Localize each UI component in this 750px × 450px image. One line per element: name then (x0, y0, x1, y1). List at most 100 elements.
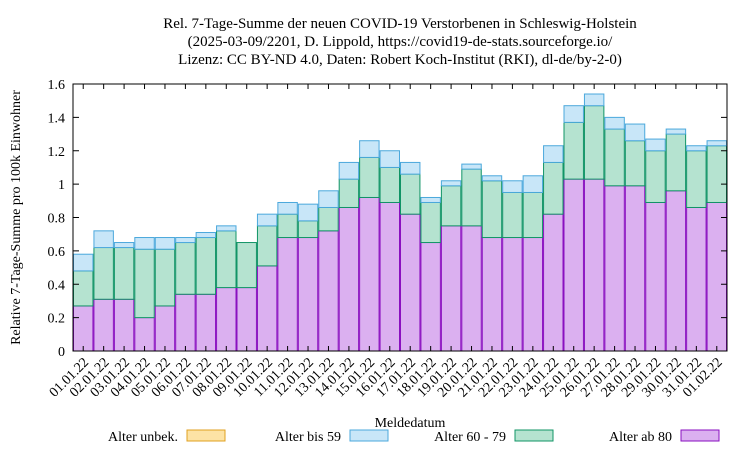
y-tick-label: 1.6 (48, 78, 66, 93)
bar-28.01.22-Alter-60---79 (624, 140, 646, 187)
bar-13.01.22-Alter-60---79 (318, 206, 339, 232)
bar-04.01.22-Alter-60---79 (134, 248, 155, 319)
bar-27.01.22-Alter-60---79 (604, 128, 625, 187)
bar-28.01.22-Alter-bis-59 (624, 123, 646, 142)
y-tick-label: 1.2 (48, 145, 66, 160)
bar-31.01.22-Alter-60---79 (686, 150, 707, 208)
bar-18.01.22-Alter-ab-80 (420, 242, 441, 352)
bar-24.01.22-Alter-bis-59 (543, 145, 564, 163)
bar-31.01.22-Alter-ab-80 (686, 206, 707, 352)
bar-06.01.22-Alter-bis-59 (175, 237, 196, 244)
bar-15.01.22-Alter-ab-80 (359, 196, 380, 352)
bar-26.01.22-Alter-ab-80 (583, 178, 605, 352)
bar-17.01.22-Alter-ab-80 (400, 213, 421, 352)
bar-01.02.22-Alter-ab-80 (706, 201, 727, 352)
bar-20.01.22-Alter-ab-80 (461, 225, 482, 352)
bar-23.01.22-Alter-60---79 (522, 191, 544, 239)
bar-05.01.22-Alter-bis-59 (154, 237, 176, 250)
bar-15.01.22-Alter-60---79 (359, 156, 380, 198)
bar-02.01.22-Alter-bis-59 (93, 230, 114, 249)
bar-10.01.22-Alter-60---79 (256, 225, 278, 267)
bar-01.01.22-Alter-ab-80 (73, 305, 94, 352)
bar-09.01.22-Alter-ab-80 (236, 287, 257, 352)
bar-03.01.22-Alter-ab-80 (113, 298, 135, 352)
bar-07.01.22-Alter-ab-80 (195, 293, 217, 352)
y-tick-label: 0.6 (48, 245, 66, 260)
legend-swatch (349, 429, 389, 442)
bar-30.01.22-Alter-bis-59 (665, 128, 687, 135)
bar-05.01.22-Alter-ab-80 (154, 305, 176, 352)
y-tick-label: 0.2 (48, 312, 66, 327)
bar-13.01.22-Alter-ab-80 (318, 230, 339, 352)
bar-31.01.22-Alter-bis-59 (686, 145, 707, 152)
y-tick-label: 0.4 (48, 278, 66, 293)
bar-07.01.22-Alter-60---79 (195, 237, 217, 295)
bar-26.01.22-Alter-60---79 (583, 105, 605, 180)
bar-19.01.22-Alter-ab-80 (440, 225, 462, 352)
bar-25.01.22-Alter-ab-80 (563, 178, 584, 352)
legend-label: Alter unbek. (108, 430, 178, 445)
bar-07.01.22-Alter-bis-59 (195, 232, 217, 239)
bar-25.01.22-Alter-60---79 (563, 121, 584, 180)
legend-label: Alter ab 80 (609, 430, 672, 445)
y-tick-label: 1 (58, 178, 65, 193)
bar-03.01.22-Alter-bis-59 (113, 242, 135, 249)
bar-21.01.22-Alter-bis-59 (481, 175, 503, 182)
bar-18.01.22-Alter-bis-59 (420, 196, 441, 203)
bar-14.01.22-Alter-ab-80 (338, 206, 360, 352)
bar-26.01.22-Alter-bis-59 (583, 93, 605, 107)
bar-11.01.22-Alter-ab-80 (277, 237, 298, 352)
bar-08.01.22-Alter-ab-80 (216, 287, 237, 352)
chart-title-line-1: Rel. 7-Tage-Summe der neuen COVID-19 Ver… (163, 16, 637, 32)
bar-29.01.22-Alter-60---79 (645, 150, 666, 203)
bar-19.01.22-Alter-bis-59 (440, 180, 462, 187)
bar-04.01.22-Alter-ab-80 (134, 317, 155, 352)
bar-29.01.22-Alter-ab-80 (645, 201, 666, 352)
bar-20.01.22-Alter-60---79 (461, 168, 482, 227)
bar-30.01.22-Alter-ab-80 (665, 190, 687, 352)
bar-28.01.22-Alter-ab-80 (624, 185, 646, 352)
bar-02.01.22-Alter-ab-80 (93, 298, 114, 352)
bar-12.01.22-Alter-60---79 (297, 220, 319, 239)
y-axis: 0 0.2 0.4 0.6 0.8 1 1.2 1.4 1.6 (48, 78, 727, 360)
bar-16.01.22-Alter-bis-59 (379, 150, 400, 168)
chart-title: Rel. 7-Tage-Summe der neuen COVID-19 Ver… (163, 16, 637, 68)
bar-22.01.22-Alter-ab-80 (502, 237, 523, 352)
bar-20.01.22-Alter-bis-59 (461, 163, 482, 170)
bar-17.01.22-Alter-60---79 (400, 173, 421, 215)
bar-08.01.22-Alter-60---79 (216, 230, 237, 289)
y-tick-label: 0 (58, 345, 65, 360)
y-axis-label: Relative 7-Tage-Summe pro 100k Einwohner (9, 90, 24, 345)
x-axis-label: Meldedatum (375, 416, 446, 431)
bar-14.01.22-Alter-60---79 (338, 178, 360, 208)
bar-06.01.22-Alter-ab-80 (175, 293, 196, 352)
bar-16.01.22-Alter-60---79 (379, 166, 400, 203)
bar-17.01.22-Alter-bis-59 (400, 161, 421, 175)
bar-08.01.22-Alter-bis-59 (216, 225, 237, 232)
bar-12.01.22-Alter-bis-59 (297, 203, 319, 222)
y-tick-label: 1.4 (48, 111, 66, 126)
chart-title-line-3: Lizenz: CC BY-ND 4.0, Daten: Robert Koch… (178, 52, 622, 68)
legend: Alter unbek. Alter bis 59 Alter 60 - 79 Alt… (108, 429, 720, 445)
bar-04.01.22-Alter-bis-59 (134, 237, 155, 250)
bar-03.01.22-Alter-60---79 (113, 247, 135, 300)
bar-23.01.22-Alter-ab-80 (522, 237, 544, 352)
bar-24.01.22-Alter-60---79 (543, 161, 564, 215)
bar-21.01.22-Alter-ab-80 (481, 237, 503, 352)
bar-29.01.22-Alter-bis-59 (645, 138, 666, 152)
bar-01.02.22-Alter-60---79 (706, 145, 727, 203)
bar-11.01.22-Alter-60---79 (277, 213, 298, 239)
bar-14.01.22-Alter-bis-59 (338, 161, 360, 180)
y-tick-label: 0.8 (48, 212, 66, 227)
chart-title-line-2: (2025-03-09/2201, D. Lippold, https://co… (188, 34, 613, 50)
bar-24.01.22-Alter-ab-80 (543, 213, 564, 352)
bar-12.01.22-Alter-ab-80 (297, 237, 319, 352)
bar-19.01.22-Alter-60---79 (440, 185, 462, 227)
bar-06.01.22-Alter-60---79 (175, 242, 196, 295)
bar-09.01.22-Alter-60---79 (236, 242, 257, 289)
legend-swatch (514, 429, 554, 442)
bar-02.01.22-Alter-60---79 (93, 247, 114, 300)
bar-30.01.22-Alter-60---79 (665, 133, 687, 192)
bar-11.01.22-Alter-bis-59 (277, 201, 298, 215)
bar-01.02.22-Alter-bis-59 (706, 140, 727, 147)
